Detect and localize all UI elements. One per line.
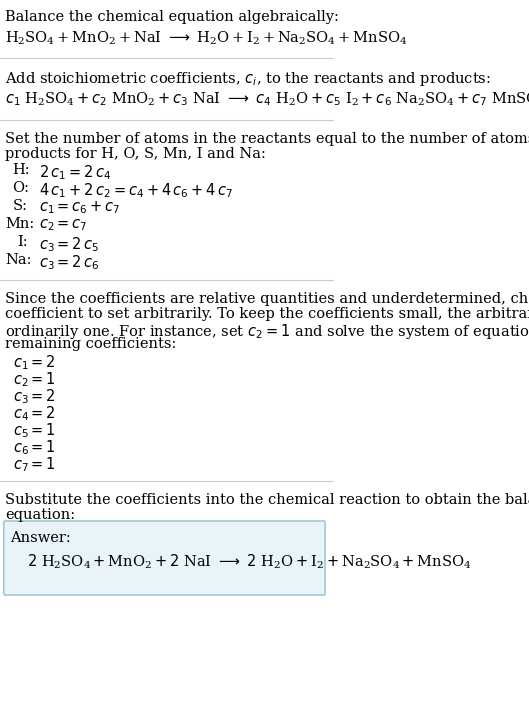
Text: $c_3 = 2$: $c_3 = 2$ — [13, 387, 56, 406]
Text: Mn:: Mn: — [5, 217, 34, 231]
Text: $c_3 = 2\,c_5$: $c_3 = 2\,c_5$ — [39, 235, 99, 254]
Text: products for H, O, S, Mn, I and Na:: products for H, O, S, Mn, I and Na: — [5, 147, 266, 161]
Text: Balance the chemical equation algebraically:: Balance the chemical equation algebraica… — [5, 10, 339, 24]
Text: Set the number of atoms in the reactants equal to the number of atoms in the: Set the number of atoms in the reactants… — [5, 132, 529, 146]
Text: $c_1\ \mathregular{H_2SO_4} + c_2\ \mathregular{MnO_2} + c_3\ \mathregular{NaI}\: $c_1\ \mathregular{H_2SO_4} + c_2\ \math… — [5, 90, 529, 108]
Text: $c_2 = c_7$: $c_2 = c_7$ — [39, 217, 88, 233]
Text: $\mathregular{H_2SO_4 + MnO_2 + NaI}$$\mathrm{\ \longrightarrow\ }$$\mathregular: $\mathregular{H_2SO_4 + MnO_2 + NaI}$$\m… — [5, 30, 407, 47]
Text: H:: H: — [13, 163, 30, 177]
Text: coefficient to set arbitrarily. To keep the coefficients small, the arbitrary va: coefficient to set arbitrarily. To keep … — [5, 307, 529, 321]
Text: Na:: Na: — [5, 253, 32, 267]
Text: ordinarily one. For instance, set $c_2 = 1$ and solve the system of equations fo: ordinarily one. For instance, set $c_2 =… — [5, 322, 529, 341]
Text: S:: S: — [13, 199, 28, 213]
Text: Add stoichiometric coefficients, $c_i$, to the reactants and products:: Add stoichiometric coefficients, $c_i$, … — [5, 70, 491, 88]
Text: I:: I: — [17, 235, 28, 249]
Text: $c_3 = 2\,c_6$: $c_3 = 2\,c_6$ — [39, 253, 99, 272]
Text: $4\,c_1 + 2\,c_2 = c_4 + 4\,c_6 + 4\,c_7$: $4\,c_1 + 2\,c_2 = c_4 + 4\,c_6 + 4\,c_7… — [39, 181, 233, 200]
Text: Since the coefficients are relative quantities and underdetermined, choose a: Since the coefficients are relative quan… — [5, 292, 529, 306]
Text: O:: O: — [13, 181, 30, 195]
Text: $c_4 = 2$: $c_4 = 2$ — [13, 404, 56, 422]
FancyBboxPatch shape — [4, 521, 325, 595]
Text: Substitute the coefficients into the chemical reaction to obtain the balanced: Substitute the coefficients into the che… — [5, 493, 529, 507]
Text: equation:: equation: — [5, 508, 75, 522]
Text: $c_6 = 1$: $c_6 = 1$ — [13, 438, 56, 457]
Text: $2\ \mathregular{H_2SO_4} + \mathregular{MnO_2} + 2\ \mathregular{NaI}\ \longrig: $2\ \mathregular{H_2SO_4} + \mathregular… — [27, 553, 472, 571]
Text: $c_1 = 2$: $c_1 = 2$ — [13, 353, 56, 371]
Text: $c_2 = 1$: $c_2 = 1$ — [13, 370, 56, 389]
Text: $c_1 = c_6 + c_7$: $c_1 = c_6 + c_7$ — [39, 199, 121, 216]
Text: $c_5 = 1$: $c_5 = 1$ — [13, 421, 56, 440]
Text: $2\,c_1 = 2\,c_4$: $2\,c_1 = 2\,c_4$ — [39, 163, 112, 182]
Text: Answer:: Answer: — [10, 531, 71, 545]
Text: remaining coefficients:: remaining coefficients: — [5, 337, 177, 351]
Text: $c_7 = 1$: $c_7 = 1$ — [13, 455, 56, 474]
